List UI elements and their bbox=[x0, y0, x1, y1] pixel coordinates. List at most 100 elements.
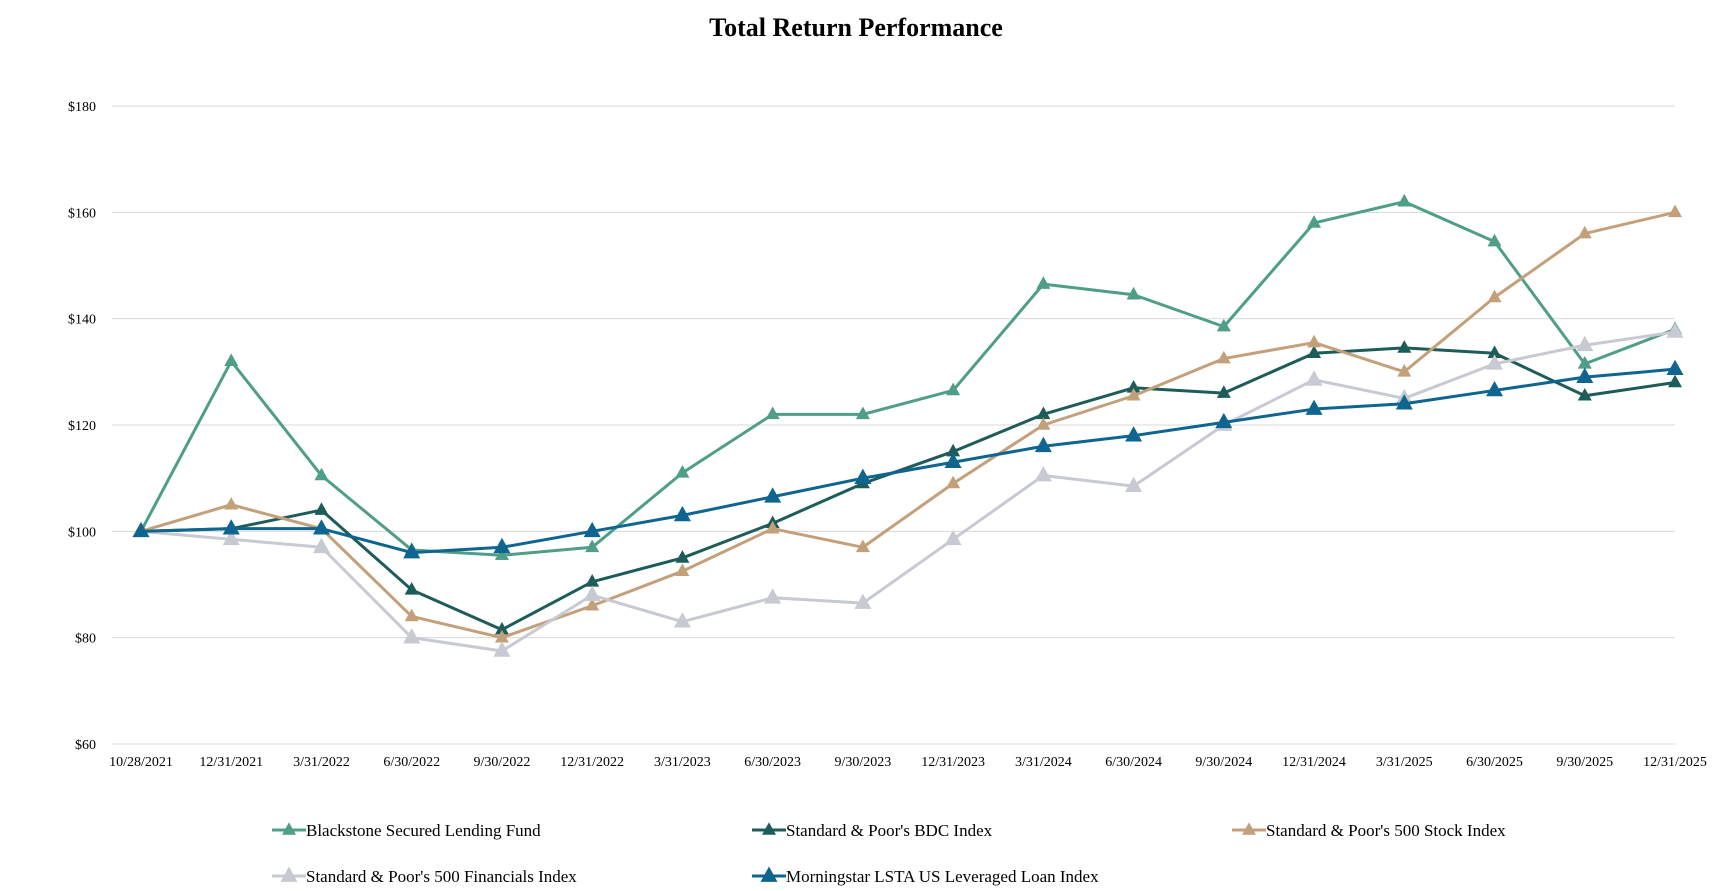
legend: Blackstone Secured Lending Fund Standard … bbox=[272, 821, 1506, 886]
data-point bbox=[764, 588, 782, 604]
x-tick-label: 3/31/2025 bbox=[1376, 755, 1433, 770]
data-point bbox=[855, 539, 870, 553]
data-point bbox=[1125, 426, 1143, 442]
y-axis: $60 $80 $100 $120 $140 $160 $180 bbox=[68, 100, 96, 753]
series-4 bbox=[132, 322, 1684, 657]
x-tick-label: 3/31/2024 bbox=[1015, 755, 1072, 770]
data-point bbox=[404, 582, 419, 595]
data-point bbox=[1034, 466, 1052, 482]
data-point bbox=[1305, 370, 1323, 386]
x-tick-label: 9/30/2024 bbox=[1195, 755, 1252, 770]
y-tick-label: $140 bbox=[68, 313, 96, 328]
data-point bbox=[312, 537, 330, 554]
data-point bbox=[1576, 367, 1594, 383]
data-point bbox=[1397, 364, 1412, 377]
data-point bbox=[494, 547, 509, 561]
data-point bbox=[222, 519, 240, 535]
data-point bbox=[1487, 233, 1502, 247]
data-point bbox=[1125, 476, 1143, 492]
data-point bbox=[1666, 359, 1684, 375]
data-point bbox=[222, 529, 240, 546]
legend-item: Standard & Poor's 500 Financials Index bbox=[272, 866, 577, 886]
data-point bbox=[1487, 289, 1502, 303]
data-point bbox=[1036, 406, 1051, 420]
data-point bbox=[855, 406, 870, 420]
series-line bbox=[140, 367, 1676, 555]
y-tick-label: $80 bbox=[75, 632, 96, 647]
x-tick-label: 12/31/2021 bbox=[199, 755, 263, 770]
x-tick-label: 9/30/2023 bbox=[834, 755, 891, 770]
grid-lines bbox=[112, 105, 1675, 745]
data-point bbox=[1036, 417, 1051, 430]
data-point bbox=[585, 597, 600, 611]
data-point bbox=[585, 539, 600, 553]
x-axis: 10/28/2021 12/31/2021 3/31/2022 6/30/2022 9/… bbox=[109, 755, 1707, 770]
data-point bbox=[1577, 387, 1592, 401]
legend-label: Standard & Poor's BDC Index bbox=[786, 821, 993, 840]
data-point bbox=[404, 608, 419, 622]
x-tick-label: 6/30/2024 bbox=[1105, 755, 1162, 770]
legend-swatch-marker bbox=[280, 866, 298, 882]
x-tick-label: 12/31/2025 bbox=[1643, 755, 1707, 770]
data-point bbox=[493, 537, 511, 554]
data-point bbox=[673, 505, 691, 522]
data-point bbox=[1036, 276, 1051, 289]
legend-item: Blackstone Secured Lending Fund bbox=[272, 821, 541, 840]
data-point bbox=[314, 502, 329, 515]
x-tick-label: 10/28/2021 bbox=[109, 755, 173, 770]
data-point bbox=[854, 593, 872, 609]
legend-label: Standard & Poor's 500 Stock Index bbox=[1266, 821, 1506, 840]
x-tick-label: 3/31/2022 bbox=[293, 755, 350, 770]
data-point bbox=[1397, 193, 1412, 207]
data-point bbox=[585, 574, 600, 587]
data-point bbox=[1215, 412, 1233, 429]
legend-swatch-marker bbox=[762, 822, 776, 835]
data-point bbox=[1487, 345, 1502, 359]
x-tick-label: 6/30/2025 bbox=[1466, 755, 1523, 770]
y-tick-label: $160 bbox=[68, 206, 96, 221]
data-point bbox=[675, 550, 690, 563]
data-point bbox=[675, 465, 690, 478]
data-point bbox=[494, 629, 509, 643]
y-tick-label: $120 bbox=[68, 419, 96, 434]
data-point bbox=[946, 382, 961, 396]
series-line bbox=[140, 346, 1676, 632]
data-point bbox=[312, 519, 330, 535]
data-point bbox=[1305, 399, 1323, 415]
series-line bbox=[140, 330, 1676, 653]
data-point bbox=[1307, 334, 1322, 348]
data-point bbox=[1216, 350, 1231, 364]
legend-swatch-marker bbox=[760, 866, 778, 882]
series-line bbox=[140, 210, 1676, 640]
data-point bbox=[583, 585, 601, 601]
legend-label: Standard & Poor's 500 Financials Index bbox=[306, 867, 577, 886]
series-5 bbox=[132, 359, 1684, 559]
data-point bbox=[1577, 356, 1592, 369]
data-point bbox=[1668, 204, 1682, 218]
data-point bbox=[1576, 335, 1594, 352]
data-point bbox=[765, 406, 780, 420]
data-point bbox=[1126, 379, 1141, 393]
legend-item: Standard & Poor's BDC Index bbox=[752, 821, 993, 840]
data-point bbox=[1577, 225, 1592, 239]
data-point bbox=[1486, 380, 1504, 397]
data-point bbox=[764, 487, 782, 503]
data-point bbox=[946, 475, 961, 489]
data-point bbox=[403, 543, 421, 559]
data-point bbox=[946, 443, 961, 457]
data-point bbox=[765, 520, 780, 534]
data-point bbox=[1668, 374, 1682, 388]
data-point bbox=[1307, 345, 1322, 359]
x-tick-label: 9/30/2025 bbox=[1556, 755, 1613, 770]
series-layer bbox=[132, 193, 1684, 657]
series-3 bbox=[134, 204, 1682, 643]
data-point bbox=[1395, 394, 1413, 410]
x-tick-label: 9/30/2022 bbox=[474, 755, 531, 770]
data-point bbox=[1216, 318, 1231, 332]
data-point bbox=[1397, 340, 1412, 353]
data-point bbox=[1034, 436, 1052, 453]
x-tick-label: 6/30/2023 bbox=[744, 755, 801, 770]
data-point bbox=[494, 621, 509, 635]
data-point bbox=[224, 353, 239, 366]
chart-title: Total Return Performance bbox=[709, 13, 1003, 42]
